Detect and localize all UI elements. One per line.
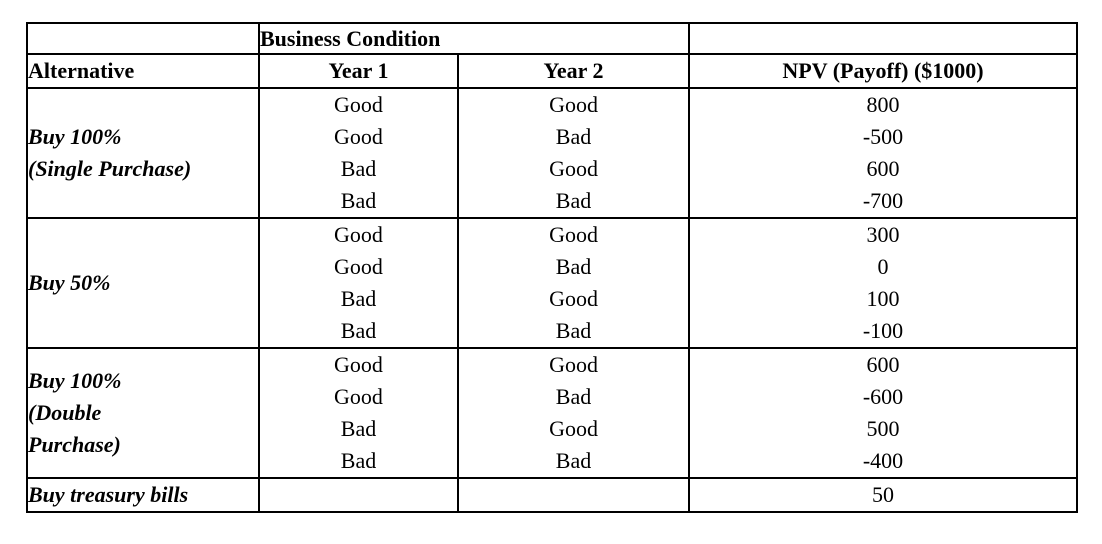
table-row: Good Bad 0 bbox=[27, 251, 1079, 283]
table-row: Buy 50% Good Good 300 bbox=[26, 217, 1079, 348]
year1-cell: Good bbox=[258, 217, 459, 251]
year1-cell: Good bbox=[258, 251, 459, 283]
table-row: Bad Good 600 bbox=[27, 153, 1079, 185]
table-row: Good Bad -600 bbox=[27, 381, 1079, 413]
year1-cell: Bad bbox=[258, 413, 459, 445]
year1-cell bbox=[258, 477, 459, 512]
npv-cell: -500 bbox=[688, 121, 1079, 153]
table-row: Good Bad -500 bbox=[27, 121, 1079, 153]
npv-cell: 300 bbox=[688, 217, 1079, 251]
corner-cell bbox=[26, 23, 260, 54]
year2-cell: Good bbox=[456, 217, 691, 251]
table-row: Bad Bad -700 bbox=[27, 185, 1079, 218]
table-row: Bad Good 500 bbox=[27, 413, 1079, 445]
table-row: Buy 100% (Single Purchase) Good Good 800 bbox=[26, 87, 1079, 218]
year2-cell: Bad bbox=[456, 121, 691, 153]
year2-cell: Bad bbox=[456, 381, 691, 413]
npv-cell: 600 bbox=[688, 347, 1079, 381]
year2-column-header: Year 2 bbox=[456, 53, 691, 88]
npv-cell: 500 bbox=[688, 413, 1079, 445]
table-row: Bad Good 100 bbox=[27, 283, 1079, 315]
alternative-cell: Buy 100% (Double Purchase) bbox=[26, 347, 260, 478]
npv-cell: -700 bbox=[688, 185, 1079, 218]
npv-cell: -600 bbox=[688, 381, 1079, 413]
year1-cell: Bad bbox=[258, 153, 459, 185]
npv-cell: 800 bbox=[688, 87, 1079, 121]
table-header-row-1: Business Condition bbox=[26, 23, 1079, 54]
alternative-column-header: Alternative bbox=[26, 53, 260, 88]
year2-cell: Bad bbox=[456, 251, 691, 283]
payoff-table: Business Condition Alternative Year 1 Ye… bbox=[26, 22, 1079, 513]
business-condition-header: Business Condition bbox=[257, 23, 691, 54]
year1-cell: Good bbox=[258, 121, 459, 153]
alternative-cell: Buy 100% (Single Purchase) bbox=[26, 87, 260, 218]
year2-cell bbox=[456, 477, 691, 512]
year1-cell: Good bbox=[258, 347, 459, 381]
year2-cell: Good bbox=[456, 153, 691, 185]
table-row: Bad Bad -400 bbox=[27, 445, 1079, 478]
alternative-cell: Buy 50% bbox=[26, 217, 260, 348]
npv-cell: 0 bbox=[688, 251, 1079, 283]
year2-cell: Bad bbox=[456, 185, 691, 218]
year2-cell: Bad bbox=[456, 315, 691, 348]
year2-cell: Bad bbox=[456, 445, 691, 478]
npv-header-spacer-cell bbox=[688, 23, 1079, 54]
npv-cell: 50 bbox=[688, 477, 1079, 512]
year2-cell: Good bbox=[456, 283, 691, 315]
table-row: Bad Bad -100 bbox=[27, 315, 1079, 348]
year2-cell: Good bbox=[456, 347, 691, 381]
npv-cell: 100 bbox=[688, 283, 1079, 315]
table-row: Buy treasury bills 50 bbox=[26, 477, 1079, 512]
year2-cell: Good bbox=[456, 87, 691, 121]
alternative-cell: Buy treasury bills bbox=[26, 477, 260, 512]
npv-cell: -100 bbox=[688, 315, 1079, 348]
table-row: Buy 100% (Double Purchase) Good Good 600 bbox=[26, 347, 1079, 478]
npv-column-header: NPV (Payoff) ($1000) bbox=[688, 53, 1079, 88]
table-header-row-2: Alternative Year 1 Year 2 NPV (Payoff) (… bbox=[26, 53, 1079, 88]
year1-cell: Good bbox=[258, 381, 459, 413]
year1-column-header: Year 1 bbox=[258, 53, 459, 88]
year1-cell: Good bbox=[258, 87, 459, 121]
year1-cell: Bad bbox=[258, 185, 459, 218]
year1-cell: Bad bbox=[258, 283, 459, 315]
npv-cell: -400 bbox=[688, 445, 1079, 478]
year1-cell: Bad bbox=[258, 445, 459, 478]
year1-cell: Bad bbox=[258, 315, 459, 348]
year2-cell: Good bbox=[456, 413, 691, 445]
npv-cell: 600 bbox=[688, 153, 1079, 185]
